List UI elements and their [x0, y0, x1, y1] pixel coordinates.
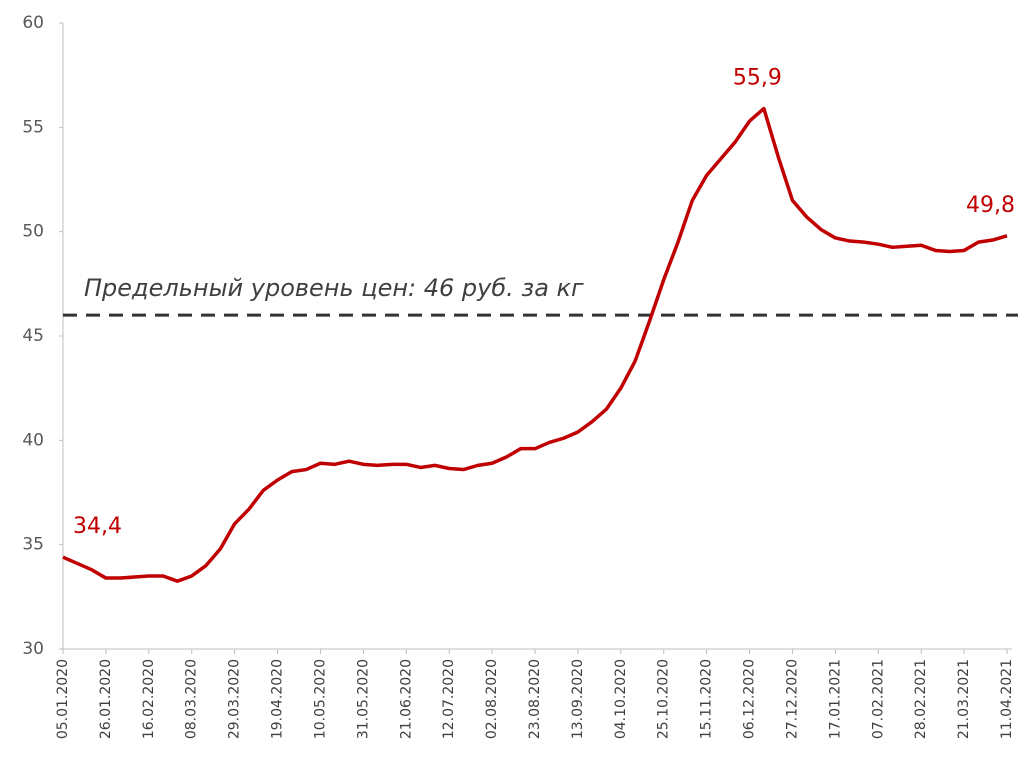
x-tick-label: 07.02.2021	[870, 659, 886, 739]
x-tick-label: 11.04.2021	[999, 659, 1015, 739]
x-tick-label: 12.07.2020	[441, 659, 457, 739]
x-tick-label: 31.05.2020	[355, 659, 371, 739]
y-tick-label: 30	[22, 639, 44, 659]
y-tick-label: 55	[22, 117, 44, 137]
x-tick-label: 08.03.2020	[184, 659, 200, 739]
value-label: 55,9	[733, 66, 782, 91]
x-tick-label: 06.12.2020	[742, 659, 758, 739]
threshold-label: Предельный уровень цен: 46 руб. за кг	[84, 274, 584, 302]
x-tick-label: 26.01.2020	[98, 659, 114, 739]
x-tick-label: 15.11.2020	[699, 659, 715, 739]
x-tick-label: 29.03.2020	[227, 659, 243, 739]
x-tick-label: 16.02.2020	[141, 659, 157, 739]
x-tick-label: 04.10.2020	[613, 659, 629, 739]
x-tick-label: 05.01.2020	[55, 659, 71, 739]
y-tick-label: 35	[22, 535, 44, 555]
x-tick-label: 19.04.2020	[270, 659, 286, 739]
x-tick-label: 13.09.2020	[570, 659, 586, 739]
x-tick-label: 10.05.2020	[312, 659, 328, 739]
x-tick-label: 23.08.2020	[527, 659, 543, 739]
x-tick-label: 28.02.2021	[913, 659, 929, 739]
x-tick-label: 17.01.2021	[827, 659, 843, 739]
data-line	[62, 106, 1008, 583]
value-label: 34,4	[73, 514, 122, 539]
y-tick-label: 45	[22, 326, 44, 346]
value-label: 49,8	[966, 193, 1015, 218]
x-tick-label: 02.08.2020	[484, 659, 500, 739]
y-tick-label: 60	[22, 13, 44, 33]
y-tick-label: 50	[22, 222, 44, 242]
x-tick-label: 27.12.2020	[784, 659, 800, 739]
x-tick-label: 25.10.2020	[656, 659, 672, 739]
y-tick-label: 40	[22, 430, 44, 450]
x-tick-label: 21.03.2021	[956, 659, 972, 739]
x-tick-label: 21.06.2020	[398, 659, 414, 739]
